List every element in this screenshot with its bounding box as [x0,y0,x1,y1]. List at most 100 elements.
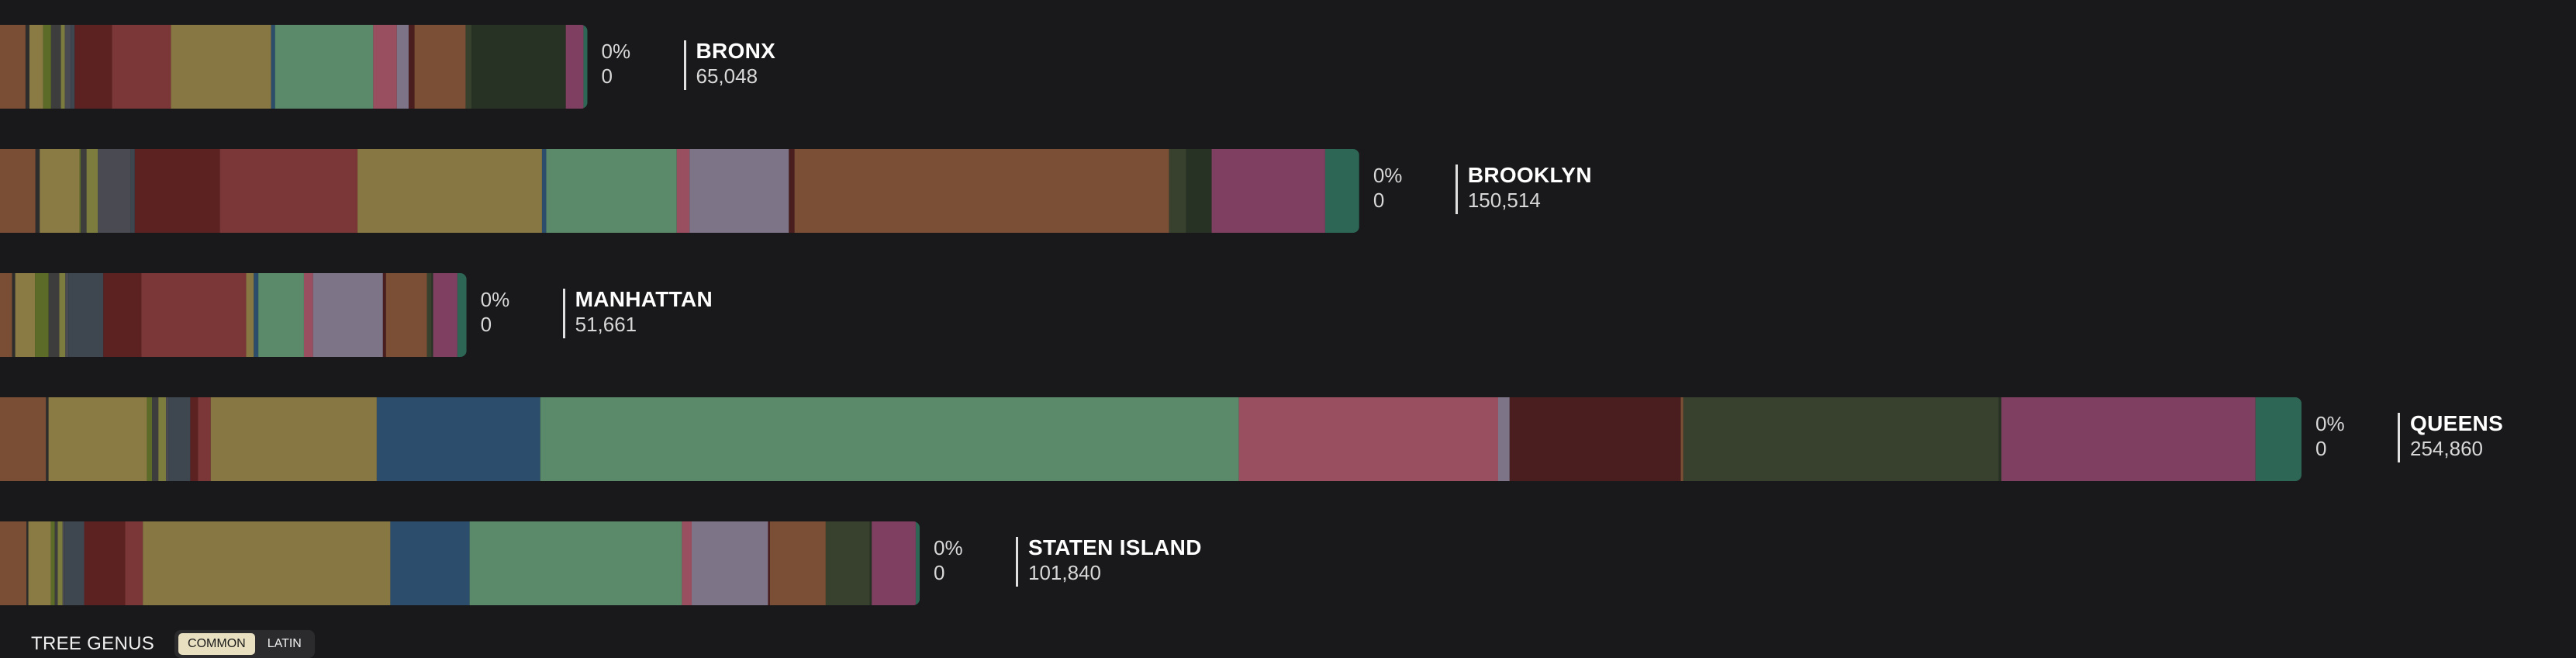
bar-segment[interactable] [2001,397,2256,481]
bar-segment[interactable] [373,25,397,109]
bar-segment[interactable] [583,25,588,109]
bar-segment[interactable] [396,25,409,109]
bar-segment[interactable] [46,397,49,481]
bar-segment[interactable] [59,273,66,357]
bar-segment[interactable] [48,397,147,481]
bar-segment[interactable] [426,273,432,357]
bar-segment[interactable] [465,25,472,109]
bar-segment[interactable] [166,397,169,481]
bar-brooklyn[interactable] [0,149,1359,233]
bar-segment[interactable] [1680,397,1683,481]
bar-segment[interactable] [28,521,51,605]
bar-segment[interactable] [692,521,768,605]
bar-queens[interactable] [0,397,2301,481]
bar-segment[interactable] [676,149,690,233]
bar-segment[interactable] [152,397,159,481]
bar-segment[interactable] [25,25,30,109]
bar-segment[interactable] [769,521,826,605]
bar-segment[interactable] [689,149,789,233]
bar-manhattan[interactable] [0,273,467,357]
bar-segment[interactable] [62,521,65,605]
bar-segment[interactable] [246,273,254,357]
bar-segment[interactable] [1169,149,1186,233]
bar-segment[interactable] [385,273,427,357]
bar-segment[interactable] [68,273,104,357]
bar-segment[interactable] [376,397,540,481]
bar-segment[interactable] [2255,397,2301,481]
bar-segment[interactable] [143,521,391,605]
bar-segment[interactable] [313,273,383,357]
bar-segment[interactable] [35,273,49,357]
bar-segment[interactable] [40,149,80,233]
bar-segment[interactable] [1238,397,1498,481]
bar-segment[interactable] [210,397,377,481]
bar-segment[interactable] [35,149,40,233]
bar-segment[interactable] [60,25,65,109]
bar-segment[interactable] [1211,149,1325,233]
bar-segment[interactable] [1509,397,1681,481]
bar-segment[interactable] [219,149,358,233]
bar-segment[interactable] [682,521,692,605]
bar-segment[interactable] [1324,149,1359,233]
toggle-common-button[interactable]: COMMON [178,633,255,655]
bar-segment[interactable] [125,521,143,605]
bar-segment[interactable] [546,149,677,233]
bar-segment[interactable] [541,149,547,233]
bar-segment[interactable] [98,149,131,233]
bar-segment[interactable] [433,273,458,357]
toggle-latin-button[interactable]: LATIN [267,637,302,650]
genus-name-toggle[interactable]: COMMON LATIN [174,630,315,658]
bar-segment[interactable] [15,273,36,357]
bar-segment[interactable] [794,149,1169,233]
bar-segment[interactable] [81,149,87,233]
bar-segment[interactable] [48,273,60,357]
bar-segment[interactable] [26,521,29,605]
bar-segment[interactable] [12,273,16,357]
bar-segment[interactable] [1498,397,1510,481]
bar-segment[interactable] [130,149,135,233]
bar-segment[interactable] [57,521,63,605]
bar-segment[interactable] [869,521,872,605]
bar-segment[interactable] [357,149,542,233]
bar-segment[interactable] [540,397,1239,481]
bar-segment[interactable] [1186,149,1212,233]
bar-segment[interactable] [64,521,85,605]
bar-segment[interactable] [382,273,386,357]
bar-segment[interactable] [303,273,313,357]
bar-segment[interactable] [103,273,142,357]
bar-segment[interactable] [168,397,191,481]
bar-segment[interactable] [254,273,259,357]
bar-segment[interactable] [271,25,275,109]
bar-segment[interactable] [0,273,12,357]
bar-segment[interactable] [134,149,220,233]
bar-segment[interactable] [50,521,55,605]
bar-segment[interactable] [147,397,152,481]
bar-bronx[interactable] [0,25,588,109]
bar-segment[interactable] [469,521,682,605]
bar-segment[interactable] [414,25,466,109]
bar-segment[interactable] [29,25,43,109]
bar-segment[interactable] [0,25,26,109]
bar-segment[interactable] [0,521,27,605]
bar-segment[interactable] [43,25,51,109]
bar-segment[interactable] [789,149,795,233]
bar-segment[interactable] [768,521,770,605]
bar-segment[interactable] [0,149,36,233]
bar-segment[interactable] [565,25,584,109]
bar-segment[interactable] [64,25,71,109]
bar-segment[interactable] [390,521,470,605]
bar-segment[interactable] [198,397,211,481]
bar-segment[interactable] [54,521,58,605]
bar-segment[interactable] [158,397,167,481]
bar-segment[interactable] [171,25,271,109]
bar-segment[interactable] [1683,397,1999,481]
bar-segment[interactable] [0,397,47,481]
bar-segment[interactable] [408,25,415,109]
bar-staten-island[interactable] [0,521,920,605]
bar-segment[interactable] [915,521,920,605]
bar-segment[interactable] [141,273,247,357]
bar-segment[interactable] [190,397,199,481]
bar-segment[interactable] [471,25,566,109]
bar-segment[interactable] [112,25,171,109]
bar-segment[interactable] [65,273,69,357]
